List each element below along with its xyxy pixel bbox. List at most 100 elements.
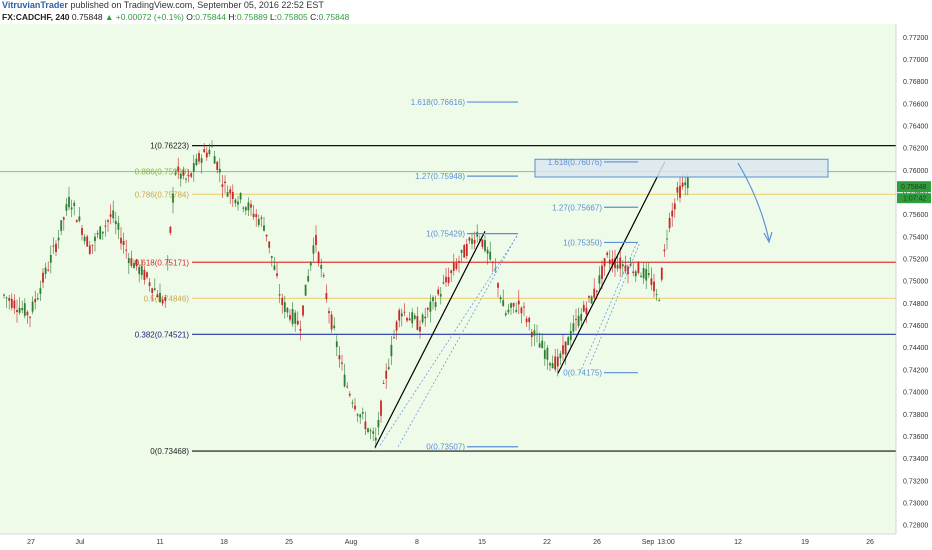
candle-body	[216, 161, 219, 170]
candle-body	[585, 307, 588, 315]
candle-body	[174, 173, 177, 175]
close-label: C:	[310, 12, 319, 22]
y-tick-label: 0.74200	[903, 367, 928, 374]
candle-body	[164, 297, 167, 301]
candle-body	[650, 278, 653, 285]
candle-body	[528, 317, 531, 323]
candle-body	[294, 312, 297, 324]
candle-body	[286, 308, 289, 313]
candle-body	[49, 254, 52, 263]
author-link[interactable]: VitruvianTrader	[2, 0, 68, 10]
publish-info: VitruvianTrader published on TradingView…	[2, 0, 324, 10]
trendline[interactable]	[374, 231, 486, 448]
candle-body	[276, 273, 278, 276]
y-tick-label: 0.74400	[903, 345, 928, 352]
candle-body	[88, 245, 91, 254]
candle-body	[99, 226, 102, 240]
candle-body	[42, 272, 44, 283]
candle-body	[359, 414, 362, 418]
candle-body	[572, 323, 575, 332]
candle-body	[580, 313, 583, 321]
y-tick-label: 0.73400	[903, 456, 928, 463]
candle-body	[122, 240, 125, 245]
candle-body	[242, 207, 245, 209]
fib-ext-label: 1(0.75350)	[563, 238, 602, 247]
candle-body	[632, 271, 635, 273]
candle-body	[44, 267, 47, 274]
candle-body	[218, 168, 221, 173]
fib-level-label: 0.618(0.75171)	[135, 258, 190, 267]
target-zone[interactable]	[534, 158, 829, 178]
last-price-tag	[897, 181, 931, 193]
candle-body	[146, 272, 148, 278]
candle-body	[320, 264, 323, 269]
candle-body	[640, 275, 642, 277]
fib-ext-label: 1.618(0.76076)	[548, 158, 603, 167]
candle-body	[239, 193, 242, 200]
candle-body	[205, 152, 208, 158]
candle-body	[608, 259, 611, 264]
candle-body	[182, 170, 185, 176]
candle-body	[114, 220, 117, 225]
candle-body	[252, 213, 255, 218]
candle-body	[434, 302, 437, 307]
candle-body	[598, 275, 601, 284]
candle-body	[567, 337, 570, 346]
candle-body	[52, 245, 55, 247]
candle-body	[452, 262, 455, 271]
candle-body	[676, 187, 679, 193]
candle-body	[107, 220, 109, 222]
candle-body	[109, 214, 112, 217]
candle-body	[489, 251, 492, 260]
candle-body	[439, 294, 442, 297]
candle-body	[130, 258, 133, 266]
candle-body	[473, 239, 476, 244]
candle-body	[655, 294, 658, 296]
candle-body	[463, 245, 466, 258]
candle-body	[593, 288, 596, 298]
candle-body	[551, 363, 554, 369]
candle-body	[686, 176, 689, 189]
candle-body	[684, 182, 687, 186]
candle-body	[317, 252, 320, 264]
candle-body	[13, 300, 16, 309]
price-axis[interactable]: 0.77200 0.77000 0.76800 0.76600 0.76400 0.762…	[895, 24, 932, 534]
candle-body	[660, 267, 663, 280]
candle-body	[135, 259, 138, 267]
candle-body	[398, 310, 401, 321]
candle-body	[151, 288, 154, 293]
candle-body	[437, 289, 440, 295]
candle-body	[224, 181, 226, 184]
candle-body	[309, 262, 312, 266]
candle-body	[658, 300, 661, 302]
candle-body	[361, 412, 364, 414]
candle-body	[395, 321, 398, 331]
x-tick-label: 8	[415, 539, 419, 546]
candle-body	[101, 231, 104, 234]
candle-body	[517, 300, 520, 305]
time-axis[interactable]: 27 Jul 11 18 25 Aug 8 15 22 26 Sep 13:00 12 19 26	[0, 533, 932, 550]
fib-levels: 1(0.76223) 0.886(0.75989) 0.786(0.75784) 0.…	[0, 142, 896, 456]
y-tick-label: 0.75000	[903, 279, 928, 286]
candle-body	[289, 315, 291, 320]
x-tick-label: 27	[27, 539, 35, 546]
candle-body	[94, 236, 96, 242]
candle-body	[104, 225, 107, 227]
candle-body	[413, 315, 416, 319]
publish-date: published on TradingView.com, September …	[70, 0, 324, 10]
candle-body	[346, 386, 349, 388]
countdown-tag-text: 1:07:42	[903, 196, 926, 203]
candle-body	[29, 316, 31, 318]
candle-body	[200, 158, 203, 163]
candle-body	[8, 298, 11, 301]
candle-body	[133, 263, 135, 269]
ohlc-legend: FX:CADCHF, 240 0.75848 ▲ +0.00072 (+0.1%…	[2, 12, 349, 22]
candle-body	[161, 299, 164, 304]
candle-body	[221, 184, 224, 187]
candle-body	[554, 356, 557, 370]
y-tick-label: 0.76400	[903, 124, 928, 131]
candle-body	[325, 293, 328, 300]
trendline[interactable]	[557, 161, 666, 374]
candle-body	[31, 301, 34, 312]
